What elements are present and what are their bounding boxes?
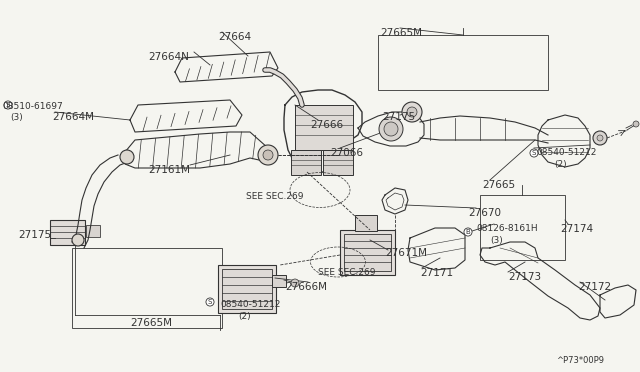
Text: 08510-61697: 08510-61697 — [2, 102, 63, 111]
Text: (3): (3) — [490, 236, 503, 245]
Text: 08540-51212: 08540-51212 — [220, 300, 280, 309]
Polygon shape — [600, 285, 636, 318]
Circle shape — [258, 145, 278, 165]
Circle shape — [263, 150, 273, 160]
Bar — [291, 150, 321, 175]
Circle shape — [120, 150, 134, 164]
Text: B: B — [466, 229, 470, 235]
Circle shape — [379, 117, 403, 141]
Polygon shape — [480, 242, 600, 320]
Circle shape — [291, 279, 299, 287]
Circle shape — [597, 135, 603, 141]
Text: 27173: 27173 — [508, 272, 541, 282]
Bar — [344, 234, 391, 271]
Bar — [340, 230, 395, 275]
Text: 27066: 27066 — [330, 148, 363, 158]
Text: S: S — [532, 150, 536, 156]
Text: 08126-8161H: 08126-8161H — [476, 224, 538, 233]
Circle shape — [72, 234, 84, 246]
Text: 27664N: 27664N — [148, 52, 189, 62]
Polygon shape — [284, 90, 362, 172]
Text: 27671M: 27671M — [385, 248, 427, 258]
Text: 27161M: 27161M — [148, 165, 190, 175]
Polygon shape — [358, 112, 424, 146]
Bar — [86, 225, 100, 237]
Text: S: S — [6, 102, 10, 108]
Polygon shape — [382, 188, 408, 214]
Text: (2): (2) — [554, 160, 566, 169]
Bar — [272, 275, 286, 287]
Bar — [72, 248, 222, 328]
Polygon shape — [125, 132, 268, 168]
Bar — [355, 215, 377, 231]
Circle shape — [593, 131, 607, 145]
Text: 08540-51212: 08540-51212 — [536, 148, 596, 157]
Text: 27175: 27175 — [382, 112, 415, 122]
Text: 27666: 27666 — [310, 120, 343, 130]
Bar — [218, 265, 276, 313]
Text: 27664M: 27664M — [52, 112, 94, 122]
Bar — [480, 195, 565, 260]
Text: 27664: 27664 — [218, 32, 251, 42]
Text: 27670: 27670 — [468, 208, 501, 218]
Circle shape — [402, 102, 422, 122]
Circle shape — [407, 107, 417, 117]
Bar — [378, 35, 548, 90]
Polygon shape — [175, 52, 278, 82]
Text: SEE SEC.269: SEE SEC.269 — [318, 268, 376, 277]
Bar — [50, 220, 85, 245]
Text: 27666M: 27666M — [285, 282, 327, 292]
Text: 27171: 27171 — [420, 268, 453, 278]
Circle shape — [633, 121, 639, 127]
Bar — [222, 269, 272, 309]
Polygon shape — [130, 100, 242, 132]
Text: S: S — [208, 299, 212, 305]
Circle shape — [384, 122, 398, 136]
Polygon shape — [538, 115, 590, 167]
Text: SEE SEC.269: SEE SEC.269 — [246, 192, 303, 201]
Text: 27665M: 27665M — [380, 28, 422, 38]
Text: 27172: 27172 — [578, 282, 611, 292]
Text: ^P73*00P9: ^P73*00P9 — [556, 356, 604, 365]
Text: 27174: 27174 — [560, 224, 593, 234]
Text: 27175: 27175 — [18, 230, 51, 240]
Text: (3): (3) — [10, 113, 23, 122]
Bar — [295, 105, 353, 150]
Bar — [323, 150, 353, 175]
Text: 27665M: 27665M — [130, 318, 172, 328]
Polygon shape — [408, 228, 465, 270]
Text: 27665: 27665 — [482, 180, 515, 190]
Text: (2): (2) — [238, 312, 251, 321]
